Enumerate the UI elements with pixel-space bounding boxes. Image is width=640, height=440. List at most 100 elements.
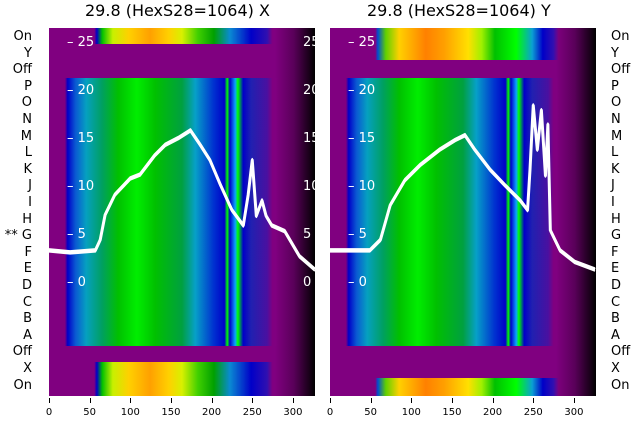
row-label: A	[611, 327, 620, 343]
row-label: Y	[24, 45, 32, 61]
y-tick-label: 25	[303, 35, 315, 50]
x-tick-label: 100	[401, 407, 421, 418]
profile-plot	[330, 103, 596, 272]
series-line-profile	[330, 106, 596, 272]
row-label: Off	[611, 62, 631, 78]
row-label: Y	[611, 45, 619, 61]
y-tick-label: 5	[303, 227, 312, 242]
row-label: O	[21, 95, 32, 111]
x-tick-label: 0	[45, 407, 53, 418]
y-tick-label: – 0	[348, 275, 367, 290]
row-label: G	[611, 228, 622, 244]
chart-title-right: 29.8 (HexS28=1064) Y	[367, 1, 551, 20]
x-tick-label: 150	[161, 407, 181, 418]
row-label: O	[611, 95, 622, 111]
x-tick-mark	[130, 398, 132, 403]
heatmap-right: – 0 – 5 – 10 – 15 – 20 – 25	[330, 28, 596, 396]
row-label: F	[611, 244, 619, 260]
row-label: X	[23, 361, 32, 376]
y-tick-label: – 5	[348, 227, 367, 242]
y-tick-label: 15	[303, 131, 315, 146]
band-top	[330, 28, 596, 60]
row-label: D	[611, 278, 622, 293]
row-label: L	[611, 145, 619, 161]
row-label: Off	[12, 62, 32, 78]
row-label: A	[23, 327, 32, 343]
row-label: E	[611, 261, 620, 277]
x-tick-mark	[170, 398, 172, 403]
y-tick-label: – 25	[67, 35, 95, 50]
x-tick-label: 200	[202, 407, 222, 418]
row-label: ** G	[4, 228, 32, 244]
y-tick-label: – 15	[348, 131, 376, 146]
y-tick-label: – 20	[348, 83, 376, 98]
row-label: F	[24, 244, 32, 260]
x-tick-mark	[292, 398, 294, 403]
row-label: C	[611, 294, 621, 310]
y-tick-label: – 10	[67, 179, 95, 194]
row-label: I	[611, 195, 615, 210]
x-tick-label: 300	[564, 407, 584, 418]
band-top	[49, 28, 315, 44]
chart-title-left: 29.8 (HexS28=1064) X	[85, 1, 270, 20]
y-tick-label: – 5	[67, 227, 86, 242]
x-tick-mark	[49, 398, 50, 403]
y-tick-label: – 15	[67, 131, 95, 146]
row-label: J	[611, 178, 615, 194]
row-label: H	[22, 211, 32, 227]
x-tick-mark	[89, 398, 91, 403]
y-tick-label: – 10	[348, 179, 376, 194]
row-label: M	[611, 128, 623, 144]
row-label: Off	[611, 344, 631, 360]
x-tick-mark	[533, 398, 535, 403]
series-line-profile	[330, 103, 596, 272]
row-label: D	[21, 278, 32, 293]
x-tick-label: 150	[442, 407, 462, 418]
row-label: On	[13, 29, 32, 44]
x-tick-mark	[492, 398, 494, 403]
profile-plot	[49, 128, 315, 272]
x-tick-label: 250	[242, 407, 262, 418]
x-tick-label: 0	[326, 407, 334, 418]
row-label: P	[24, 78, 32, 94]
x-tick-mark	[411, 398, 413, 403]
x-tick-mark	[573, 398, 575, 403]
x-tick-label: 200	[483, 407, 503, 418]
band-middle	[49, 78, 315, 346]
band-bottom	[49, 362, 315, 396]
row-label: B	[611, 311, 620, 327]
y-tick-label: 10	[303, 179, 315, 194]
row-label: N	[22, 112, 32, 127]
x-tick-label: 50	[364, 407, 378, 418]
y-tick-label: – 25	[348, 35, 376, 50]
row-label: L	[24, 145, 32, 161]
row-label: K	[23, 161, 32, 177]
row-label: On	[611, 29, 630, 44]
x-tick-mark	[252, 398, 254, 403]
y-tick-label: 20	[303, 83, 315, 98]
y-tick-label: – 0	[67, 275, 86, 290]
x-tick-label: 250	[523, 407, 543, 418]
x-tick-mark	[211, 398, 213, 403]
series-line-profile	[49, 128, 315, 269]
x-tick-mark	[330, 398, 331, 403]
row-label: K	[611, 161, 620, 177]
row-label: J	[28, 178, 32, 194]
series-line-profile	[49, 131, 315, 272]
band-bottom	[330, 378, 596, 396]
x-tick-mark	[451, 398, 453, 403]
x-tick-mark	[370, 398, 372, 403]
row-label: Off	[12, 344, 32, 360]
x-tick-label: 50	[83, 407, 97, 418]
heatmap-left: – 0 0 – 5 5 – 10 10 – 15 15 – 20 20 – 25 25	[49, 28, 315, 396]
row-label: N	[611, 112, 621, 127]
y-tick-label: 0	[303, 275, 312, 290]
row-label: C	[22, 294, 32, 310]
x-tick-label: 100	[120, 407, 140, 418]
band-middle	[330, 78, 596, 346]
y-tick-label: – 20	[67, 83, 95, 98]
row-label: M	[20, 128, 32, 144]
row-label: E	[23, 261, 32, 277]
row-label: On	[13, 377, 32, 393]
row-label: I	[28, 195, 32, 210]
